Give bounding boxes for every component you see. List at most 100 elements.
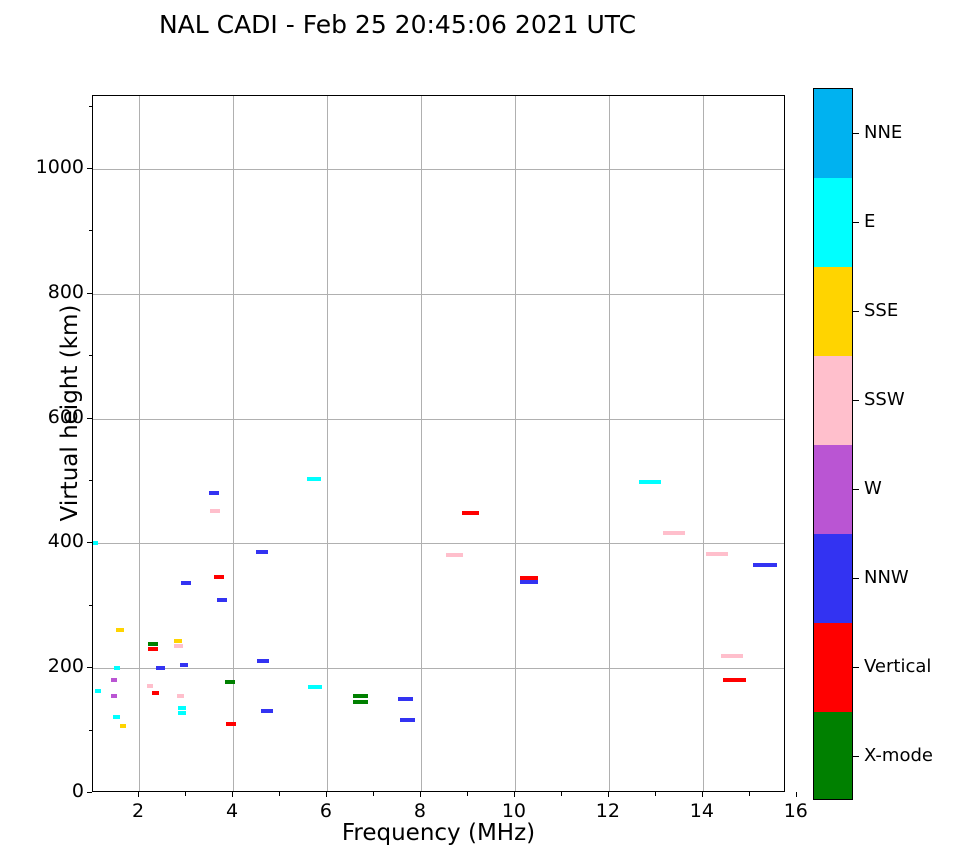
colorbar-label-sse: SSE — [864, 299, 899, 321]
data-point — [256, 549, 269, 554]
y-tick-label: 800 — [47, 280, 84, 303]
gridline-vertical — [326, 96, 328, 791]
gridline-horizontal — [93, 293, 784, 295]
data-point — [398, 697, 414, 702]
colorbar-label-x-mode: X-mode — [864, 744, 933, 766]
y-tick-minor — [88, 480, 92, 481]
data-point — [155, 666, 165, 671]
colorbar-segment-ssw — [814, 356, 852, 445]
x-tick-mark — [419, 792, 421, 797]
x-tick-label: 14 — [689, 800, 714, 822]
data-point — [260, 708, 273, 713]
gridline-vertical — [139, 96, 141, 791]
y-tick-mark — [87, 542, 92, 544]
x-tick-mark — [701, 792, 703, 797]
y-tick-mark — [87, 667, 92, 669]
colorbar-label-nne: NNE — [864, 121, 903, 143]
data-point — [308, 684, 323, 689]
data-point — [224, 679, 235, 684]
data-point — [209, 508, 221, 513]
x-tick-label: 10 — [501, 800, 526, 822]
colorbar-label-ssw: SSW — [864, 388, 905, 410]
y-axis-label: Virtual height (km) — [57, 304, 83, 522]
x-tick-mark — [325, 792, 327, 797]
y-tick-minor — [88, 230, 92, 232]
data-point — [174, 643, 183, 648]
colorbar-segment-w — [814, 445, 852, 534]
data-point — [120, 723, 127, 728]
x-tick-label: 2 — [131, 800, 145, 822]
data-point — [446, 553, 464, 558]
data-point — [461, 511, 479, 516]
colorbar-tick-mark — [853, 488, 859, 490]
gridline-horizontal — [93, 543, 784, 545]
colorbar-tick-mark — [853, 399, 859, 401]
data-point — [112, 714, 121, 719]
colorbar-tick-mark — [853, 221, 859, 223]
x-tick-label: 16 — [783, 800, 808, 822]
y-tick-label: 1000 — [35, 156, 84, 178]
data-point — [177, 694, 184, 699]
colorbar-label-w: W — [864, 477, 882, 499]
data-point — [400, 717, 416, 722]
data-point — [111, 694, 118, 699]
data-point — [148, 641, 158, 646]
data-point — [705, 552, 729, 556]
gridline-vertical — [702, 96, 704, 791]
y-tick-minor — [88, 604, 92, 606]
data-point — [723, 678, 746, 683]
y-tick-mark — [87, 417, 92, 419]
gridline-vertical — [233, 96, 234, 791]
data-point — [519, 576, 539, 581]
data-point — [209, 490, 220, 495]
data-point — [94, 689, 101, 694]
data-point — [213, 575, 225, 580]
data-point — [307, 477, 322, 482]
data-point — [662, 531, 685, 536]
gridline-horizontal — [93, 169, 784, 170]
data-point — [180, 581, 192, 586]
data-point — [146, 683, 153, 688]
colorbar-tick-mark — [853, 132, 859, 134]
gridline-vertical — [420, 96, 422, 791]
x-tick-label: 6 — [319, 800, 333, 822]
colorbar-label-nnw: NNW — [864, 566, 909, 588]
data-point — [93, 541, 99, 546]
y-tick-mark — [87, 292, 92, 294]
gridline-horizontal — [93, 668, 784, 670]
x-tick-mark — [795, 792, 797, 797]
colorbar-segment-nnw — [814, 534, 852, 623]
data-point — [256, 659, 269, 664]
data-point — [178, 706, 187, 711]
colorbar-label-e: E — [864, 210, 876, 232]
data-point — [353, 699, 369, 704]
gridline-horizontal — [93, 418, 784, 420]
y-tick-label: 400 — [47, 530, 84, 553]
x-tick-mark — [232, 792, 233, 797]
data-point — [638, 480, 661, 485]
x-tick-label: 4 — [225, 800, 239, 822]
colorbar-label-vertical: Vertical — [864, 655, 932, 677]
data-point — [148, 647, 158, 652]
x-tick-minor — [372, 792, 374, 796]
data-point — [216, 597, 227, 602]
x-tick-minor — [748, 792, 750, 796]
y-tick-mark — [87, 168, 92, 169]
colorbar-segment-nne — [814, 89, 852, 178]
x-tick-mark — [607, 792, 609, 797]
data-point — [173, 639, 183, 644]
azimuth-colorbar — [813, 88, 853, 800]
x-tick-mark — [138, 792, 140, 797]
gridline-vertical — [514, 96, 516, 791]
x-tick-label: 8 — [413, 800, 426, 822]
x-tick-minor — [654, 792, 656, 796]
colorbar-tick-mark — [853, 310, 859, 312]
data-point — [151, 690, 159, 695]
data-point — [353, 694, 369, 699]
y-tick-minor — [88, 729, 92, 731]
x-tick-label: 12 — [595, 800, 620, 822]
gridline-vertical — [608, 96, 610, 791]
data-point — [116, 627, 125, 632]
x-tick-minor — [185, 792, 187, 796]
